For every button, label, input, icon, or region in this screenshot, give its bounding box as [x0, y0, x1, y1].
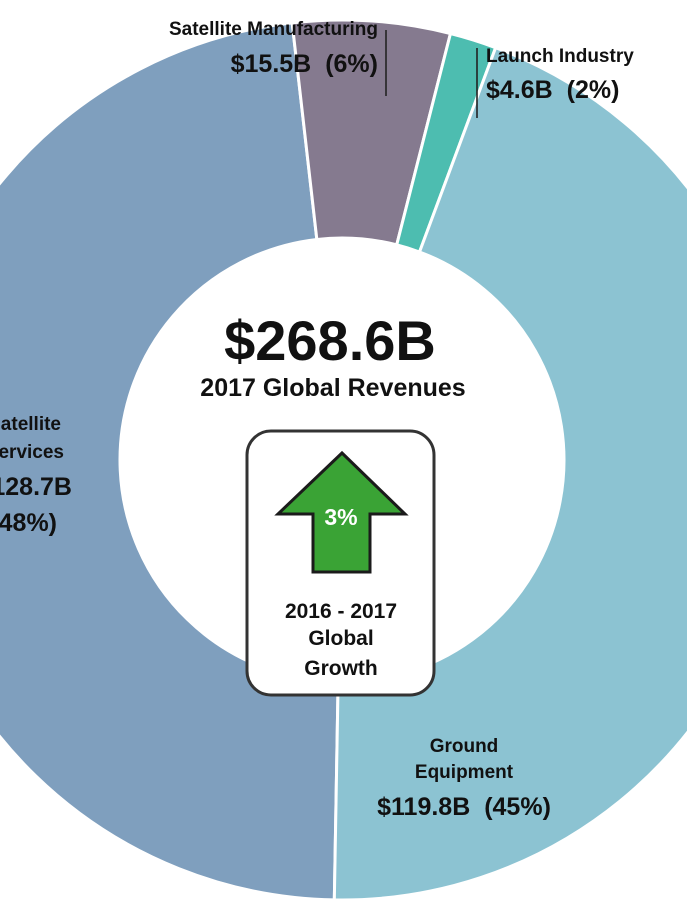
growth-label-line-3: Growth — [304, 657, 378, 680]
slice-pct-ground-equipment: (45%) — [484, 793, 551, 821]
slice-label-satellite-manufacturing-name: Satellite Manufacturing — [169, 19, 378, 40]
arrow-up-icon — [274, 450, 409, 574]
total-label: 2017 Global Revenues — [200, 374, 465, 402]
slice-pct-satellite-services: (48%) — [0, 509, 57, 537]
growth-label-line-1: 2016 - 2017 — [285, 600, 397, 623]
slice-value-satellite-manufacturing: $15.5B — [231, 50, 312, 78]
slice-pct-launch-industry: (2%) — [567, 76, 620, 104]
slice-pct-satellite-manufacturing: (6%) — [325, 50, 378, 78]
slice-label-ground-equipment-value: $119.8B (45%) — [377, 793, 551, 821]
growth-percent: 3% — [324, 504, 357, 530]
slice-value-satellite-services: $128.7B — [0, 473, 72, 501]
slice-value-ground-equipment: $119.8B — [377, 793, 470, 821]
slice-label-ground-equipment-name-1: Ground — [430, 736, 499, 757]
slice-value-launch-industry: $4.6B — [486, 76, 553, 104]
slice-label-ground-equipment-name-2: Equipment — [415, 762, 514, 783]
slice-label-satellite-manufacturing-value: $15.5B (6%) — [231, 50, 378, 78]
growth-label-line-2: Global — [308, 627, 373, 650]
slice-label-launch-industry-value: $4.6B (2%) — [486, 76, 619, 104]
slice-label-satellite-services-name-2: Services — [0, 442, 64, 463]
slice-label-satellite-services-name-1: Satellite — [0, 414, 61, 435]
total-value: $268.6B — [224, 309, 436, 372]
slice-label-launch-industry-name: Launch Industry — [486, 46, 634, 67]
